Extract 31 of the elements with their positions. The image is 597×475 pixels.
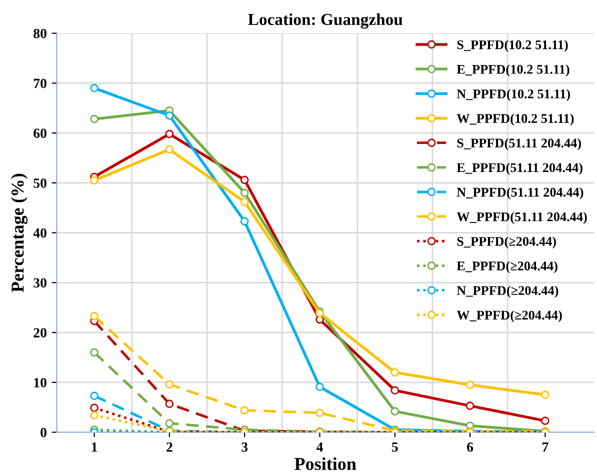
legend-label: E_PPFD(10.2 51.11) <box>456 64 570 76</box>
y-tick-label: 20 <box>34 328 46 338</box>
y-tick-label: 70 <box>34 78 46 88</box>
x-tick-label: 1 <box>92 442 98 452</box>
y-tick-label: 10 <box>34 378 46 388</box>
y-tick-label: 50 <box>34 178 46 188</box>
y-tick-label: 40 <box>33 228 46 238</box>
legend-label: E_PPFD(51.11 204.44) <box>456 162 582 175</box>
x-tick-label: 4 <box>316 442 323 452</box>
legend-label: N_PPFD(51.11 204.44) <box>456 187 584 200</box>
x-tick-label: 5 <box>392 442 398 452</box>
y-axis-title: Percentage (%) <box>11 174 28 292</box>
chart-title: Location: Guangzhou <box>248 13 402 29</box>
legend-label: W_PPFD(10.2 51.11) <box>456 114 574 126</box>
x-tick-label: 3 <box>242 442 248 452</box>
legend-label: S_PPFD(51.11 204.44) <box>457 138 581 150</box>
x-tick-label: 6 <box>467 442 474 452</box>
y-tick-label: 60 <box>34 128 46 138</box>
x-tick-label: 2 <box>166 442 172 452</box>
y-tick-label: 0 <box>40 428 46 438</box>
legend-label: N_PPFD(≥204.44) <box>456 286 558 298</box>
legend-label: S_PPFD(≥204.44) <box>457 236 556 249</box>
legend-label: W_PPFD(≥204.44) <box>456 310 562 322</box>
y-tick-label: 80 <box>34 28 46 38</box>
y-tick-label: 30 <box>34 278 46 288</box>
legend-label: S_PPFD(10.2 51.11) <box>457 40 568 52</box>
legend-label: N_PPFD(10.2 51.11) <box>456 89 570 102</box>
x-axis-title: Position <box>294 457 356 470</box>
legend-label: E_PPFD(≥204.44) <box>456 261 558 274</box>
x-tick-label: 7 <box>542 442 548 452</box>
legend-label: W_PPFD(51.11 204.44) <box>456 212 587 224</box>
